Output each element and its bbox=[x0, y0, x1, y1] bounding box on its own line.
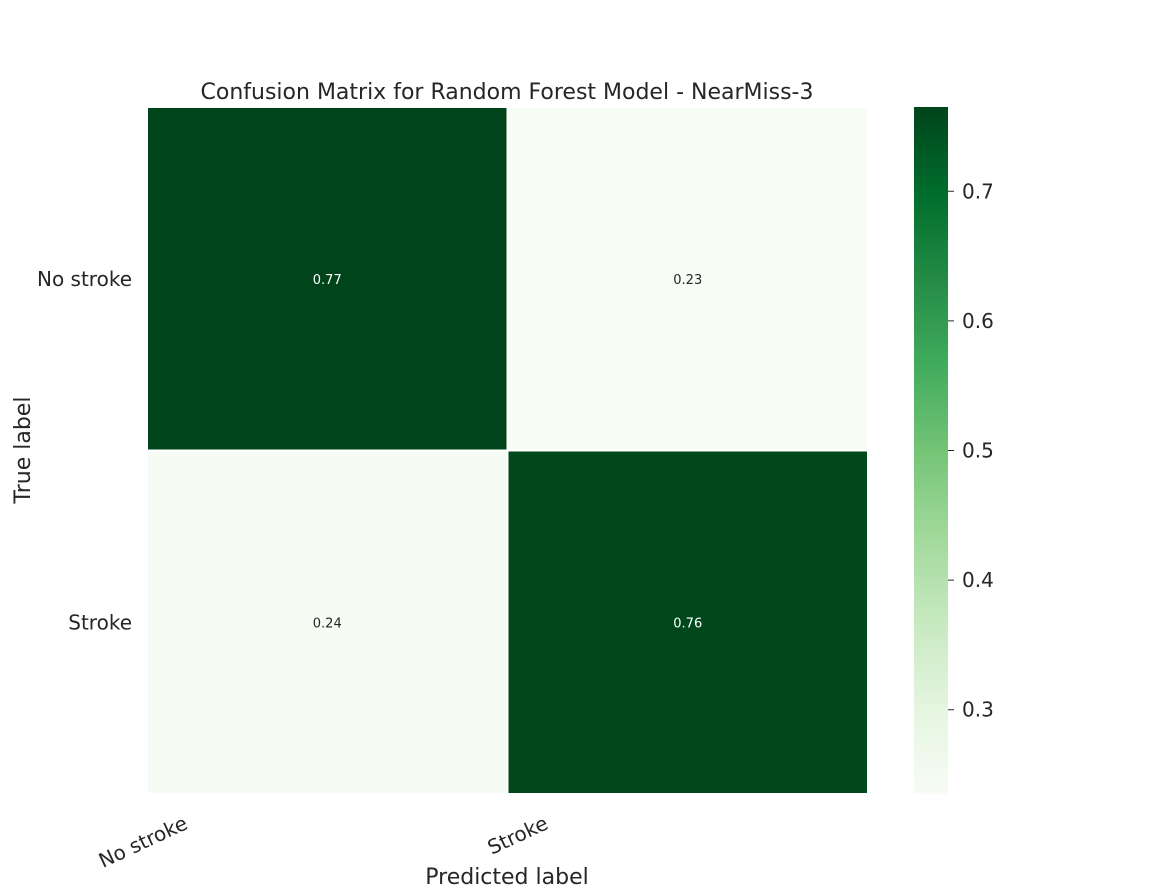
x-tick-label-0: No stroke bbox=[95, 811, 191, 873]
x-axis-label: Predicted label bbox=[425, 865, 588, 890]
heatmap-cell-r1-c1 bbox=[506, 449, 869, 795]
y-tick-labels: No stroke Stroke bbox=[37, 267, 132, 635]
heatmap-cell-labels: 0.77 0.23 0.24 0.76 bbox=[313, 273, 702, 632]
colorbar-tick-label-3: 0.6 bbox=[962, 309, 994, 333]
heatmap-cell-r0-c1 bbox=[506, 106, 869, 452]
x-tick-labels: No stroke Stroke bbox=[95, 811, 552, 873]
cell-value-label-r0-c1: 0.23 bbox=[673, 273, 702, 288]
y-tick-label-1: Stroke bbox=[68, 610, 132, 634]
colorbar-tick-label-2: 0.5 bbox=[962, 439, 994, 463]
y-axis-label: True label bbox=[11, 397, 36, 505]
y-tick-label-0: No stroke bbox=[37, 267, 132, 291]
heatmap-cell-r0-c0 bbox=[146, 106, 509, 452]
colorbar-tick-label-1: 0.4 bbox=[962, 568, 994, 592]
x-tick-label-1: Stroke bbox=[484, 811, 552, 860]
colorbar-tick-label-0: 0.3 bbox=[962, 698, 994, 722]
cell-value-label-r0-c0: 0.77 bbox=[313, 273, 342, 288]
colorbar-tick-label-4: 0.7 bbox=[962, 179, 994, 203]
colorbar bbox=[914, 107, 948, 794]
heatmap-cell-r1-c0 bbox=[146, 449, 509, 795]
cell-value-label-r1-c1: 0.76 bbox=[673, 616, 702, 631]
chart-title: Confusion Matrix for Random Forest Model… bbox=[201, 80, 814, 105]
heatmap-cells bbox=[146, 106, 869, 795]
cell-value-label-r1-c0: 0.24 bbox=[313, 616, 342, 631]
colorbar-ticks: 0.3 0.4 0.5 0.6 0.7 bbox=[948, 179, 994, 722]
